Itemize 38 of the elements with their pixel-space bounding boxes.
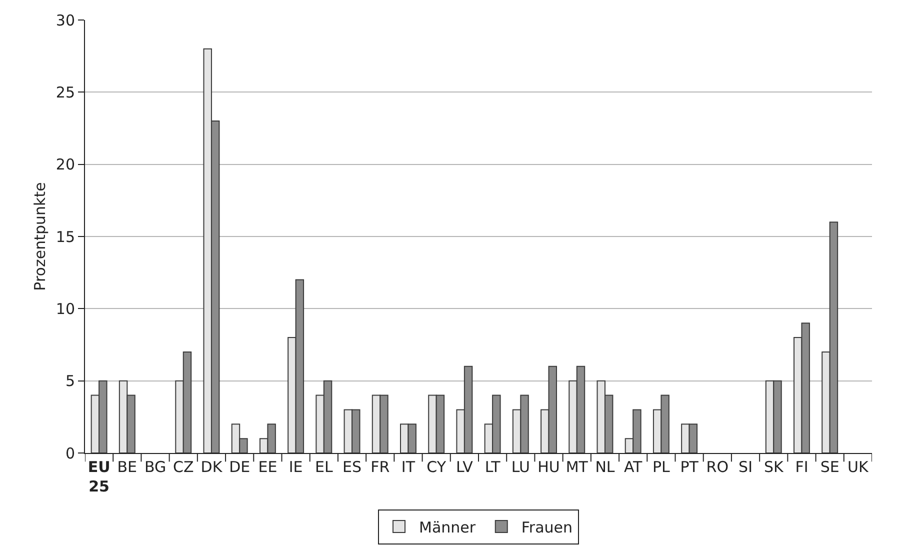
y-tick-label: 10 (56, 300, 75, 318)
x-tick-label: PT (680, 458, 700, 476)
legend-label: Frauen (521, 518, 573, 536)
y-tick-label: 0 (65, 444, 75, 462)
x-tick-label: LU (511, 458, 530, 476)
x-tick-label: NL (595, 458, 616, 476)
y-axis-title: Prozentpunkte (31, 182, 49, 291)
x-tick-label: BE (117, 458, 138, 476)
x-tick-label: ES (342, 458, 362, 476)
x-tick-label: SK (764, 458, 784, 476)
x-tick-label: IE (288, 458, 303, 476)
y-tick-label: 20 (56, 156, 75, 174)
x-tick-label: LT (484, 458, 502, 476)
x-tick-label: SI (738, 458, 752, 476)
x-tick-label: SE (820, 458, 840, 476)
x-tick-label: AT (624, 458, 644, 476)
x-tick-label: DK (200, 458, 224, 476)
x-tick-label: HU (538, 458, 560, 476)
x-tick-label: CY (426, 458, 447, 476)
legend-label: Männer (419, 518, 476, 536)
x-tick-label: FI (795, 458, 808, 476)
x-tick-label: EU 25 (88, 458, 110, 496)
x-tick-label: UK (848, 458, 870, 476)
x-tick-label: IT (401, 458, 416, 476)
x-tick-label: MT (566, 458, 589, 476)
y-tick-label: 30 (56, 11, 75, 30)
x-tick-label: LV (456, 458, 474, 476)
x-tick-label: FR (370, 458, 390, 476)
x-tick-label: EL (314, 458, 334, 476)
x-tick-label: PL (652, 458, 671, 476)
x-tick-label: RO (706, 458, 729, 476)
x-tick-label: BG (144, 458, 166, 476)
x-tick-label: DE (229, 458, 250, 476)
y-tick-label: 15 (56, 228, 75, 246)
x-tick-label: EE (258, 458, 278, 476)
y-tick-label: 25 (56, 83, 75, 102)
x-tick-label: CZ (173, 458, 194, 476)
y-tick-label: 5 (65, 372, 75, 390)
